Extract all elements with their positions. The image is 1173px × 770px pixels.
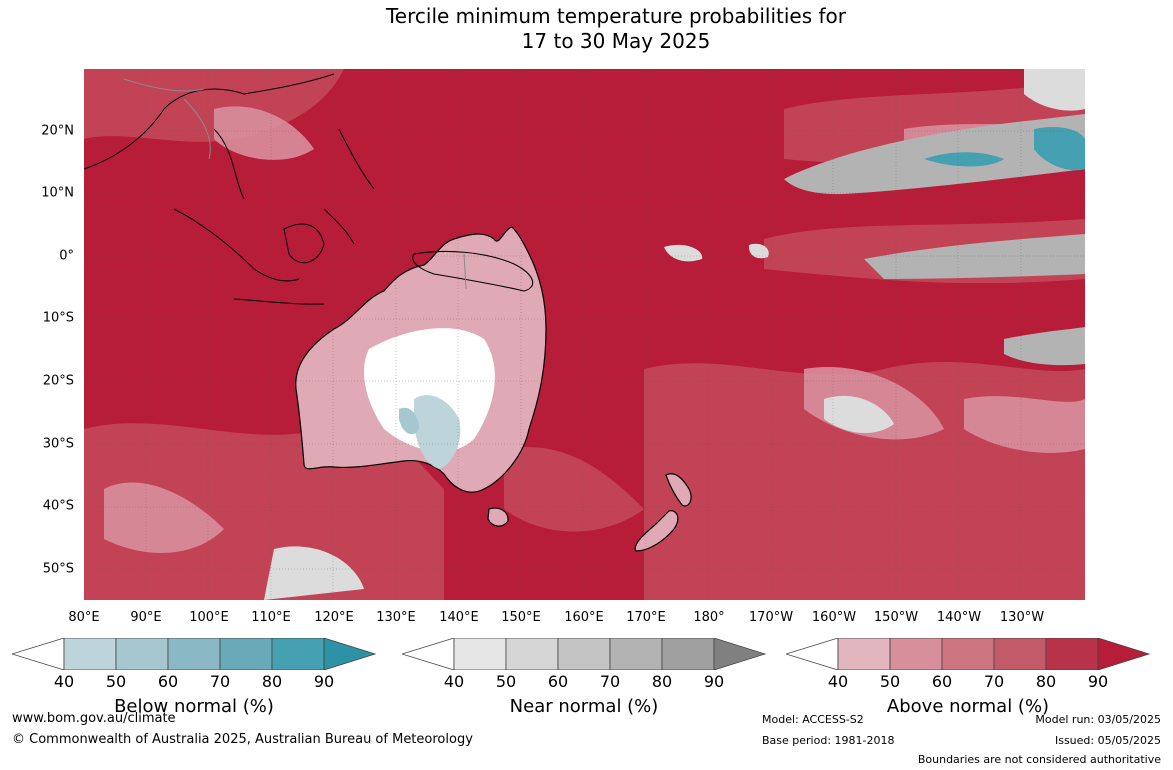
lat-label-50s: 50°S (42, 561, 74, 577)
tasmania (487, 507, 509, 527)
title-line-1: Tercile minimum temperature probabilitie… (385, 4, 847, 28)
map-title: Tercile minimum temperature probabilitie… (0, 4, 1173, 54)
copyright-text: © Commonwealth of Australia 2025, Austra… (12, 732, 473, 747)
asia-coastline (84, 73, 375, 305)
colorbar-above-swatches (784, 637, 1151, 671)
below-tick-40: 40 (53, 672, 75, 691)
lon-label-130e: 130°E (376, 610, 416, 625)
near-normal-label: Near normal (%) (509, 696, 659, 717)
australia-landmass (295, 226, 547, 493)
model-run-text: Model run: 03/05/2025 (1035, 713, 1161, 726)
above-tick-80: 80 (1035, 672, 1057, 691)
below-tick-70: 70 (209, 672, 231, 691)
near-tick-80: 80 (651, 672, 673, 691)
lon-label-110e: 110°E (251, 610, 291, 625)
colorbar-near-swatches (400, 637, 767, 671)
below-normal-shading (924, 127, 1085, 171)
near-normal-light-shading (264, 69, 1085, 600)
lon-label-120e: 120°E (314, 610, 354, 625)
lon-label-130w: 130°W (999, 610, 1045, 625)
near-tick-50: 50 (495, 672, 517, 691)
near-tick-70: 70 (599, 672, 621, 691)
above-tick-60: 60 (931, 672, 953, 691)
new-guinea-outline (412, 250, 534, 292)
colorbar-near-normal: 40 50 60 70 80 90 Near normal (%) (400, 637, 767, 717)
below-tick-80: 80 (261, 672, 283, 691)
above-tick-70: 70 (983, 672, 1005, 691)
below-tick-50: 50 (105, 672, 127, 691)
graticule (84, 69, 1085, 600)
issued-text: Issued: 05/05/2025 (1054, 734, 1161, 747)
lon-label-160e: 160°E (564, 610, 604, 625)
colorbar-below-swatches (10, 637, 377, 671)
lon-label-80e: 80°E (68, 610, 100, 625)
colorbar-above-normal: 40 50 60 70 80 90 Above normal (%) (784, 637, 1151, 717)
bom-url-link[interactable]: www.bom.gov.au/climate (12, 711, 176, 726)
map-canvas (84, 69, 1085, 600)
lon-label-100e: 100°E (189, 610, 229, 625)
title-line-2: 17 to 30 May 2025 (521, 29, 711, 53)
lat-label-40s: 40°S (42, 498, 74, 514)
model-text: Model: ACCESS-S2 (762, 713, 864, 726)
lat-label-30s: 30°S (42, 436, 74, 452)
lon-label-90e: 90°E (130, 610, 162, 625)
lon-label-170w: 170°W (748, 610, 794, 625)
lat-label-10s: 10°S (42, 310, 74, 326)
near-normal-shading (784, 114, 1085, 366)
below-tick-60: 60 (157, 672, 179, 691)
above-tick-40: 40 (827, 672, 849, 691)
above-tick-90: 90 (1087, 672, 1109, 691)
lon-label-180: 180° (693, 610, 725, 625)
below-normal-label: Below normal (%) (114, 696, 274, 717)
lon-label-150e: 150°E (501, 610, 541, 625)
lat-label-20s: 20°S (42, 373, 74, 389)
base-period-text: Base period: 1981-2018 (762, 734, 895, 747)
probability-map (84, 69, 1085, 600)
lat-label-10n: 10°N (41, 185, 74, 201)
country-borders (123, 78, 467, 290)
above-tick-50: 50 (879, 672, 901, 691)
lon-label-170e: 170°E (626, 610, 666, 625)
colorbar-below-normal: 40 50 60 70 80 90 Below normal (%) (10, 637, 377, 717)
near-tick-40: 40 (443, 672, 465, 691)
lon-label-140w: 140°W (936, 610, 982, 625)
near-tick-60: 60 (547, 672, 569, 691)
lat-label-equator: 0° (59, 248, 74, 264)
lon-label-150w: 150°W (873, 610, 919, 625)
above-normal-label: Above normal (%) (886, 696, 1050, 717)
lon-label-140e: 140°E (439, 610, 479, 625)
lat-label-20n: 20°N (41, 123, 74, 139)
near-tick-90: 90 (703, 672, 725, 691)
lon-label-160w: 160°W (811, 610, 857, 625)
below-tick-90: 90 (313, 672, 335, 691)
boundaries-disclaimer: Boundaries are not considered authoritat… (917, 753, 1161, 766)
